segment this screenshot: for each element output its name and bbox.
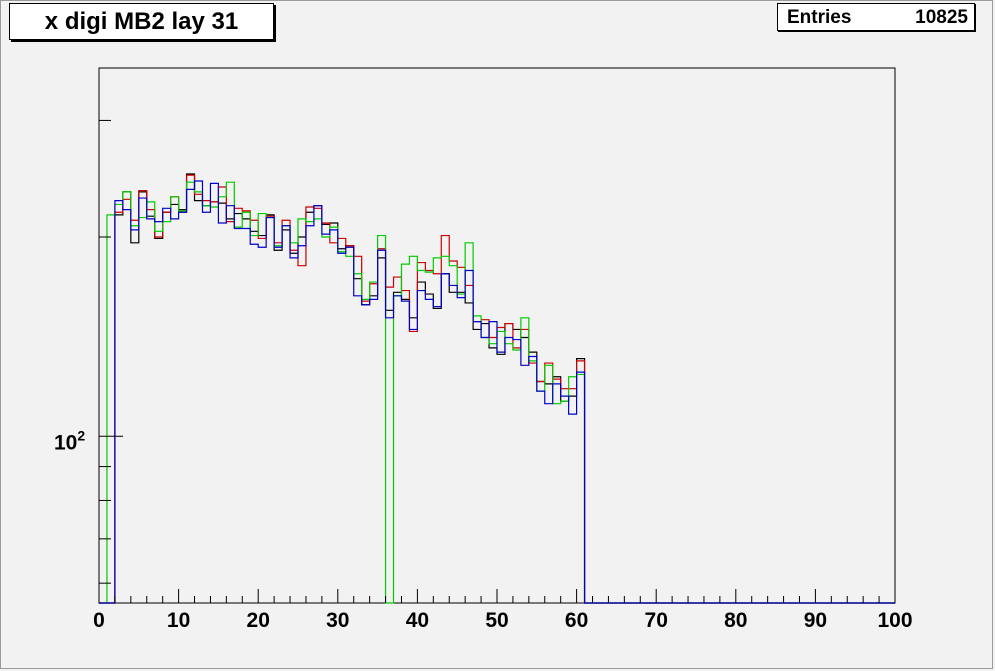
x-tick-label: 100 xyxy=(877,609,912,632)
entries-label: Entries xyxy=(787,7,852,28)
histogram-series-2 xyxy=(99,181,895,604)
histogram-series-1 xyxy=(99,174,895,604)
entries-value: 10825 xyxy=(915,7,968,28)
x-tick-label: 10 xyxy=(167,609,190,632)
x-tick-label: 90 xyxy=(804,609,827,632)
histogram-title: x digi MB2 lay 31 xyxy=(9,3,274,40)
x-tick-label: 0 xyxy=(93,609,105,632)
x-tick-label: 80 xyxy=(724,609,747,632)
axis-layer: 0 10 20 30 40 50 60 70 80 90 100 102 xyxy=(54,119,913,632)
series-layer xyxy=(99,173,895,604)
x-tick-label: 30 xyxy=(326,609,349,632)
y-tick-label: 102 xyxy=(54,427,85,454)
x-tick-label: 20 xyxy=(247,609,270,632)
x-tick-label: 70 xyxy=(645,609,668,632)
histogram-title-text: x digi MB2 lay 31 xyxy=(44,7,239,35)
x-tick-label: 40 xyxy=(406,609,429,632)
histogram-series-0 xyxy=(99,173,895,604)
x-tick-label: 50 xyxy=(485,609,508,632)
stats-box: Entries 10825 xyxy=(777,3,975,31)
histogram-series-3 xyxy=(99,180,895,604)
x-tick-label: 60 xyxy=(565,609,588,632)
